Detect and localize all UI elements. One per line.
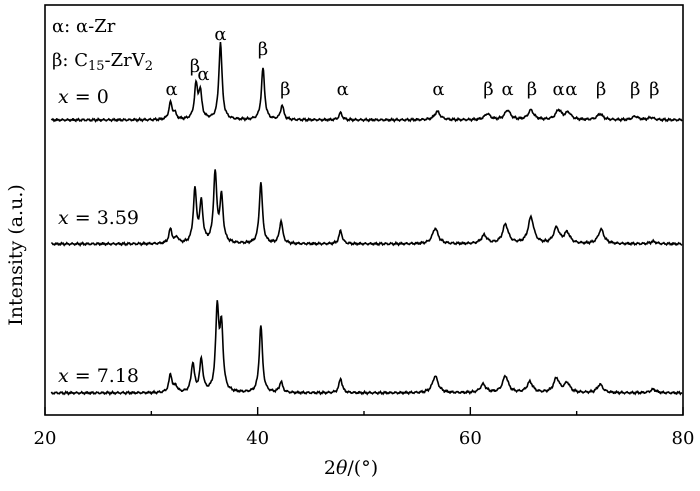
series-line-1 <box>50 42 683 123</box>
legend-alpha-label: α-Zr <box>76 16 116 37</box>
legend-alpha-symbol: α <box>52 16 64 37</box>
y-axis-title: Intensity (a.u.) <box>5 184 27 326</box>
phase-annotation: β <box>483 79 493 100</box>
phase-annotation: β <box>649 79 659 100</box>
phase-annotation: α <box>197 64 209 85</box>
legend-entry-alpha: α: α-Zr <box>52 16 116 37</box>
x-tick-label: 60 <box>459 428 482 449</box>
phase-annotation: α <box>565 79 577 100</box>
phase-annotation: α <box>553 79 565 100</box>
legend-beta-symbol: β <box>52 50 62 71</box>
phase-annotation: α <box>337 79 349 100</box>
legend-beta-sub1: 15 <box>88 59 105 74</box>
phase-annotation: β <box>280 79 290 100</box>
series-line-2 <box>50 169 683 247</box>
x-tick-label: 80 <box>672 428 695 449</box>
phase-annotation: β <box>190 56 200 77</box>
phase-annotation: α <box>501 79 513 100</box>
phase-annotation: α <box>432 79 444 100</box>
series-label-3: x = 7.18 <box>58 365 139 387</box>
series-line-3 <box>50 300 683 396</box>
x-axis-title: 2θ/(°) <box>324 457 378 479</box>
phase-annotation: β <box>596 79 606 100</box>
legend-beta-sub2: 2 <box>145 59 153 74</box>
legend-beta-label-prefix: C <box>74 50 88 71</box>
legend: α: α-Zr β: C15-ZrV2 <box>52 16 153 74</box>
phase-annotation: β <box>258 39 268 60</box>
legend-entry-beta: β: C15-ZrV2 <box>52 50 153 74</box>
phase-annotation: α <box>214 24 226 45</box>
legend-beta-label-mid: -ZrV <box>105 50 146 71</box>
x-tick-label: 20 <box>34 428 57 449</box>
series-label-1: x = 0 <box>58 86 109 108</box>
phase-annotation: β <box>630 79 640 100</box>
series-label-2: x = 3.59 <box>58 207 139 229</box>
phase-annotation: α <box>165 79 177 100</box>
phase-annotation: β <box>527 79 537 100</box>
x-tick-label: 40 <box>246 428 269 449</box>
